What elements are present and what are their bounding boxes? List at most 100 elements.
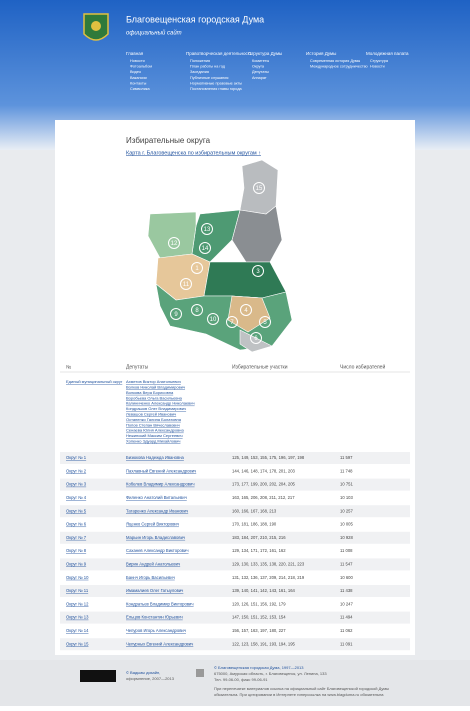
nav-item[interactable]: Новости bbox=[130, 59, 145, 63]
district-name[interactable]: Округ № 15 bbox=[66, 641, 89, 646]
deputy[interactable]: Нежинский Максим Сергеевич bbox=[126, 433, 183, 438]
deputy[interactable]: Кондрашов Олег Владимирович bbox=[126, 406, 186, 411]
polling-stations: 125, 149, 153, 155, 175, 196, 197, 198 bbox=[232, 455, 305, 460]
nav-item[interactable]: Видео bbox=[130, 70, 141, 74]
table-header: Депутаты bbox=[126, 364, 149, 370]
nav-item[interactable]: Символика bbox=[130, 87, 151, 91]
district-name[interactable]: Округ № 7 bbox=[66, 535, 87, 540]
deputy[interactable]: Яценко Сергей Викторович bbox=[126, 522, 179, 527]
nav-item[interactable]: Структура bbox=[370, 59, 389, 63]
deputy[interactable]: Имамалиев Олег Гатыулович bbox=[126, 588, 183, 593]
deputy[interactable]: Остапенко Галина Болатовна bbox=[126, 417, 182, 422]
district-name[interactable]: Округ № 4 bbox=[66, 495, 87, 500]
district-number: 11 bbox=[183, 282, 190, 288]
nav-item[interactable]: Комитеты bbox=[252, 59, 269, 63]
nav-item[interactable]: Нормативные правовые акты bbox=[190, 81, 242, 85]
nav-item[interactable]: Новости bbox=[370, 65, 385, 69]
district-marker bbox=[207, 313, 219, 325]
nav-item[interactable]: Контакты bbox=[130, 81, 147, 85]
district-name[interactable]: Округ № 1 bbox=[66, 455, 87, 460]
deputy[interactable]: Марьин Игорь Владиславович bbox=[126, 535, 185, 540]
nav-title[interactable]: Молодежная палата bbox=[366, 51, 409, 56]
deputy[interactable]: Татаренко Александр Иванович bbox=[126, 508, 188, 513]
deputy[interactable]: Пахлавный Евгений Александрович bbox=[126, 468, 196, 473]
deputy[interactable]: Чепуров Игорь Александрович bbox=[126, 628, 186, 633]
deputy[interactable]: Попов Степан Вячеславович bbox=[126, 422, 180, 427]
deputy[interactable]: Кондратьев Владимир Викторович bbox=[126, 601, 194, 606]
voter-count: 10 257 bbox=[340, 508, 353, 513]
district-marker bbox=[201, 223, 213, 235]
site-subtitle: официальный сайт bbox=[126, 30, 182, 37]
polling-stations: 129, 130, 133, 135, 138, 220, 221, 223 bbox=[232, 562, 305, 567]
district-marker bbox=[252, 265, 264, 277]
nav-item[interactable]: Постановления главы города bbox=[190, 87, 243, 91]
district-marker bbox=[191, 262, 203, 274]
table-row bbox=[60, 491, 410, 504]
district-name[interactable]: Округ № 8 bbox=[66, 548, 87, 553]
district-marker bbox=[180, 278, 192, 290]
district-name[interactable]: Округ № 12 bbox=[66, 601, 89, 606]
deputy[interactable]: Хопенко Эдуард Михайлович bbox=[126, 438, 180, 443]
district-name[interactable]: Округ № 10 bbox=[66, 575, 89, 580]
district-name[interactable]: Единый муниципальный округ bbox=[66, 379, 123, 384]
district-name[interactable]: Округ № 5 bbox=[66, 508, 87, 513]
districts-table: № Депутаты Избирательные участки Число изби… bbox=[60, 363, 410, 651]
table-row bbox=[60, 624, 410, 637]
nav-item[interactable]: Фотоальбом bbox=[130, 65, 152, 69]
deputy[interactable]: Левашов Сергей Иванович bbox=[126, 411, 176, 416]
district-name[interactable]: Округ № 3 bbox=[66, 482, 87, 487]
nav-item[interactable]: Вакансии bbox=[130, 76, 147, 80]
deputy[interactable]: Ахметов Виктор Анатольевич bbox=[126, 379, 181, 384]
table-row bbox=[60, 598, 410, 611]
nav-item[interactable]: План работы на год bbox=[190, 65, 226, 69]
nav-item[interactable]: Заседания bbox=[190, 70, 209, 74]
nav-title[interactable]: Структура Думы bbox=[248, 51, 282, 56]
district-name[interactable]: Округ № 14 bbox=[66, 628, 89, 633]
deputy[interactable]: Волкова Вера Борисовна bbox=[126, 390, 174, 395]
district-number: 14 bbox=[202, 246, 209, 252]
nav-item[interactable]: Современная история Думы bbox=[310, 59, 361, 63]
nav-item[interactable]: Международное сотрудничество bbox=[310, 65, 368, 69]
designer[interactable]: © Вадьмы дизайн, bbox=[126, 670, 160, 675]
table-row bbox=[60, 571, 410, 584]
district-name[interactable]: Округ № 2 bbox=[66, 468, 87, 473]
deputy[interactable]: Чепурных Евгений Александрович bbox=[126, 641, 193, 646]
table-row bbox=[60, 545, 410, 558]
district-number: 8 bbox=[195, 308, 199, 314]
nav-item[interactable]: Положения bbox=[190, 59, 210, 63]
map-link[interactable]: Карта г. Благовещенска по избирательным … bbox=[126, 150, 261, 156]
district-name[interactable]: Округ № 6 bbox=[66, 522, 87, 527]
voter-count: 11 547 bbox=[340, 562, 353, 567]
polling-stations: 122, 123, 158, 191, 193, 194, 195 bbox=[232, 641, 296, 646]
deputy[interactable]: Воробьева Ольга Васильевна bbox=[126, 395, 183, 400]
deputy[interactable]: Волков Николай Владимирович bbox=[126, 384, 185, 389]
district-name[interactable]: Округ № 9 bbox=[66, 562, 87, 567]
nav-title[interactable]: Главная bbox=[126, 51, 144, 56]
nav-item[interactable]: Округа bbox=[252, 65, 265, 69]
deputy[interactable]: Филенко Анатолий Витальевич bbox=[126, 495, 187, 500]
nav-title[interactable]: Правотворческая деятельность bbox=[186, 51, 253, 56]
district-marker bbox=[223, 250, 235, 262]
deputy[interactable]: Кобелев Владимир Александрович bbox=[126, 482, 195, 487]
deputy[interactable]: Калиниченко Александр Николаевич bbox=[126, 401, 195, 406]
deputy[interactable]: Баннч Игорь Васильевич bbox=[126, 575, 175, 580]
deputy[interactable]: Саханев Александр Викторович bbox=[126, 548, 189, 553]
nav-item[interactable]: Аппарат bbox=[252, 76, 267, 80]
deputy[interactable]: Ельцов Константин Юрьевич bbox=[126, 615, 183, 620]
table-row bbox=[60, 465, 410, 478]
deputy[interactable]: Вирин Андрей Анатольевич bbox=[126, 562, 180, 567]
district-name[interactable]: Округ № 13 bbox=[66, 615, 89, 620]
deputy[interactable]: Бизюкова Надежда Ивановна bbox=[126, 455, 185, 460]
nav-item[interactable]: Депутаты bbox=[252, 70, 269, 74]
deputy[interactable]: Сенаева Юлия Александровна bbox=[126, 428, 184, 433]
table-row bbox=[60, 611, 410, 624]
table-row bbox=[60, 585, 410, 597]
nav-item[interactable]: Публичные слушания bbox=[190, 76, 228, 80]
nav-title[interactable]: История Думы bbox=[306, 51, 336, 56]
district-name[interactable]: Округ № 11 bbox=[66, 588, 89, 593]
district-number: 9 bbox=[174, 312, 178, 318]
logo bbox=[83, 13, 109, 41]
table-row bbox=[60, 638, 410, 651]
